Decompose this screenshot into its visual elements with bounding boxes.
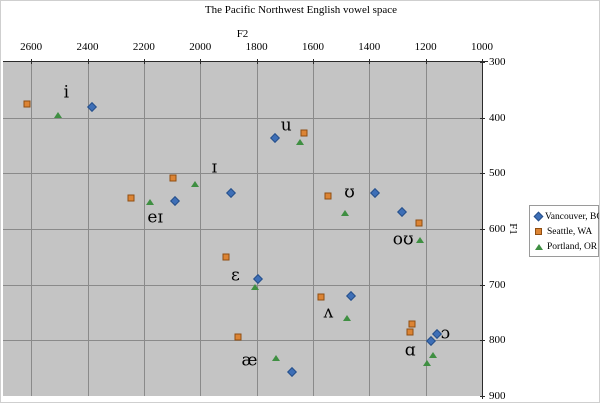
y-tick: [480, 340, 485, 342]
y-tick-label: 400: [489, 111, 506, 124]
x-axis-line: [3, 61, 488, 62]
vowel-label-u: u: [280, 115, 292, 136]
diamond-icon: [533, 211, 544, 222]
x-tick-label: 2200: [132, 41, 155, 53]
x-tick: [143, 59, 145, 64]
y-tick: [480, 173, 485, 175]
legend-item-seattle-wa: Seattle, WA: [535, 224, 598, 239]
vowel-label-ɔ: ɔ: [440, 323, 451, 344]
vowel-label-eɪ: eɪ: [147, 207, 163, 228]
chart-title: The Pacific Northwest English vowel spac…: [204, 4, 398, 16]
legend-item-label: Vancouver, BC: [545, 211, 600, 222]
point-portland-or-ʊ: [341, 210, 350, 217]
vowel-label-ʌ: ʌ: [323, 302, 334, 322]
y-tick-label: 300: [489, 56, 506, 68]
x-tick: [31, 59, 33, 64]
point-portland-or-ɪ: [190, 181, 199, 188]
x-tick-label: 1600: [301, 41, 324, 53]
point-vancouver-bc-u: [269, 133, 280, 144]
plot-area: i ɪ eɪ u ʊ oʊ ɛ ʌ æ ɑ ɔ: [3, 62, 482, 396]
point-portland-or-i: [53, 111, 62, 118]
x-axis-title-f2: F2: [236, 28, 249, 40]
legend-item-portland-or: Portland, OR: [535, 239, 598, 254]
point-seattle-wa-eɪ: [127, 194, 135, 202]
x-tick-label: 1200: [414, 41, 437, 53]
vowel-label-ɛ: ɛ: [231, 265, 240, 286]
y-tick-label: 500: [489, 167, 506, 180]
point-seattle-wa-ɛ: [222, 253, 230, 261]
y-tick-label: 800: [489, 334, 506, 347]
x-tick-label: 1400: [358, 41, 381, 53]
triangle-icon: [535, 243, 544, 250]
point-portland-or-ɛ: [251, 284, 260, 291]
point-seattle-wa-i: [23, 100, 31, 108]
x-tick: [256, 59, 258, 64]
h-gridline: [3, 229, 482, 230]
y-tick: [480, 229, 485, 230]
point-seattle-wa-æ: [234, 333, 242, 341]
triangle-icon: [535, 243, 543, 250]
y-tick: [480, 396, 485, 397]
point-vancouver-bc-æ: [286, 367, 297, 378]
y-tick-label: 900: [489, 390, 506, 402]
point-portland-or-eɪ: [145, 199, 154, 206]
point-portland-or-ɑ: [423, 360, 432, 367]
point-vancouver-bc-ʊ: [369, 188, 380, 199]
point-seattle-wa-oʊ: [415, 219, 423, 227]
h-gridline: [3, 173, 482, 175]
vowel-label-æ: æ: [241, 350, 258, 371]
h-gridline: [3, 284, 482, 286]
point-seattle-wa-u: [300, 129, 308, 137]
legend-item-label: Seattle, WA: [547, 226, 593, 237]
point-portland-or-ʌ: [342, 314, 351, 321]
x-tick-label: 1800: [245, 41, 268, 53]
legend: Vancouver, BC Seattle, WA Portland, OR: [529, 205, 599, 257]
h-gridline: [3, 340, 482, 342]
point-vancouver-bc-eɪ: [169, 196, 180, 207]
x-tick-label: 2000: [189, 41, 212, 53]
x-tick-label: 2400: [76, 41, 99, 53]
x-tick: [482, 59, 483, 64]
square-icon: [535, 228, 544, 235]
point-portland-or-ɔ: [428, 351, 437, 358]
vowel-label-i: i: [63, 82, 70, 103]
vowel-label-oʊ: oʊ: [392, 229, 414, 250]
y-axis-line: [482, 61, 483, 399]
y-tick: [480, 117, 485, 119]
vowel-label-ɑ: ɑ: [404, 340, 416, 361]
point-portland-or-æ: [272, 355, 281, 362]
x-tick: [312, 59, 314, 64]
vowel-label-ɪ: ɪ: [211, 157, 218, 178]
point-seattle-wa-ɑ: [406, 328, 414, 336]
x-tick: [200, 59, 202, 64]
square-icon: [535, 228, 542, 235]
point-seattle-wa-ʊ: [324, 192, 332, 200]
point-portland-or-u: [296, 139, 305, 146]
x-tick-label: 2600: [20, 41, 43, 53]
point-vancouver-bc-ɛ: [253, 273, 263, 284]
vowel-label-ʊ: ʊ: [344, 182, 355, 203]
y-tick: [480, 62, 485, 63]
y-tick-label: 700: [489, 278, 506, 291]
y-tick: [480, 284, 485, 286]
y-axis-title-f1: F1: [507, 223, 519, 235]
point-seattle-wa-ʌ: [317, 293, 325, 301]
x-tick: [425, 59, 427, 64]
point-vancouver-bc-oʊ: [396, 207, 407, 218]
h-gridline: [3, 117, 482, 119]
y-tick-label: 600: [489, 223, 506, 235]
point-vancouver-bc-ɪ: [226, 188, 237, 199]
x-tick: [369, 59, 371, 64]
x-tick-label: 1000: [471, 41, 493, 53]
x-tick: [87, 59, 89, 64]
legend-item-vancouver-bc: Vancouver, BC: [533, 209, 600, 224]
point-portland-or-oʊ: [416, 236, 424, 243]
point-seattle-wa-ɔ: [408, 320, 416, 328]
diamond-icon: [533, 211, 544, 222]
point-seattle-wa-ɪ: [169, 174, 177, 182]
legend-item-label: Portland, OR: [547, 241, 598, 252]
point-vancouver-bc-ʌ: [346, 290, 356, 301]
